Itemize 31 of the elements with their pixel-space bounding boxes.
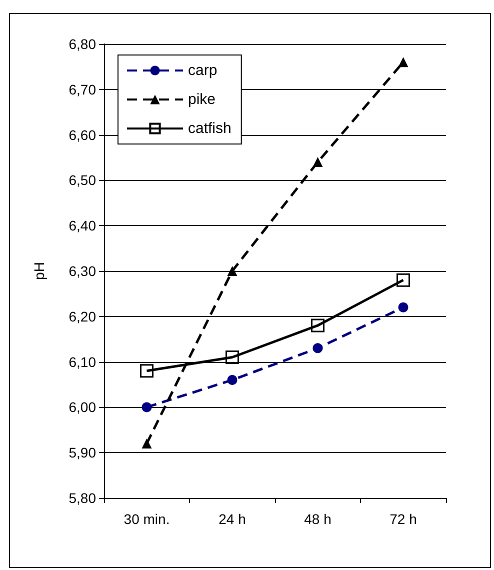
y-tick-label: 6,40 bbox=[68, 218, 96, 234]
x-tick-label: 24 h bbox=[218, 511, 246, 527]
point bbox=[398, 302, 408, 312]
point bbox=[396, 273, 410, 287]
y-tick-label: 6,50 bbox=[68, 172, 96, 188]
point bbox=[398, 57, 408, 68]
y-axis-title: pH bbox=[31, 262, 47, 280]
x-tick-label: 72 h bbox=[390, 511, 417, 527]
legend-label: carp bbox=[188, 62, 218, 79]
y-tick-label: 5,90 bbox=[68, 444, 96, 461]
point bbox=[227, 374, 238, 385]
point bbox=[142, 402, 152, 412]
y-tick-label: 6,30 bbox=[68, 263, 96, 279]
point bbox=[142, 438, 152, 449]
legend-label: catfish bbox=[188, 120, 232, 137]
y-tick-label: 6,00 bbox=[68, 399, 96, 416]
y-tick-label: 5,80 bbox=[68, 490, 96, 506]
point bbox=[227, 266, 238, 276]
y-tick-label: 6,60 bbox=[68, 126, 96, 143]
legend-label: pike bbox=[188, 91, 216, 108]
point bbox=[311, 318, 324, 332]
point bbox=[226, 350, 239, 364]
y-tick-label: 6,70 bbox=[68, 81, 96, 98]
y-tick-label: 6,80 bbox=[68, 36, 96, 52]
point bbox=[312, 157, 323, 168]
point bbox=[312, 343, 323, 354]
y-tick-label: 6,20 bbox=[68, 308, 96, 324]
x-tick-label: 48 h bbox=[304, 511, 332, 527]
x-tick-label: 30 min. bbox=[124, 511, 170, 527]
point bbox=[140, 364, 154, 378]
y-tick-label: 6,10 bbox=[68, 354, 96, 370]
